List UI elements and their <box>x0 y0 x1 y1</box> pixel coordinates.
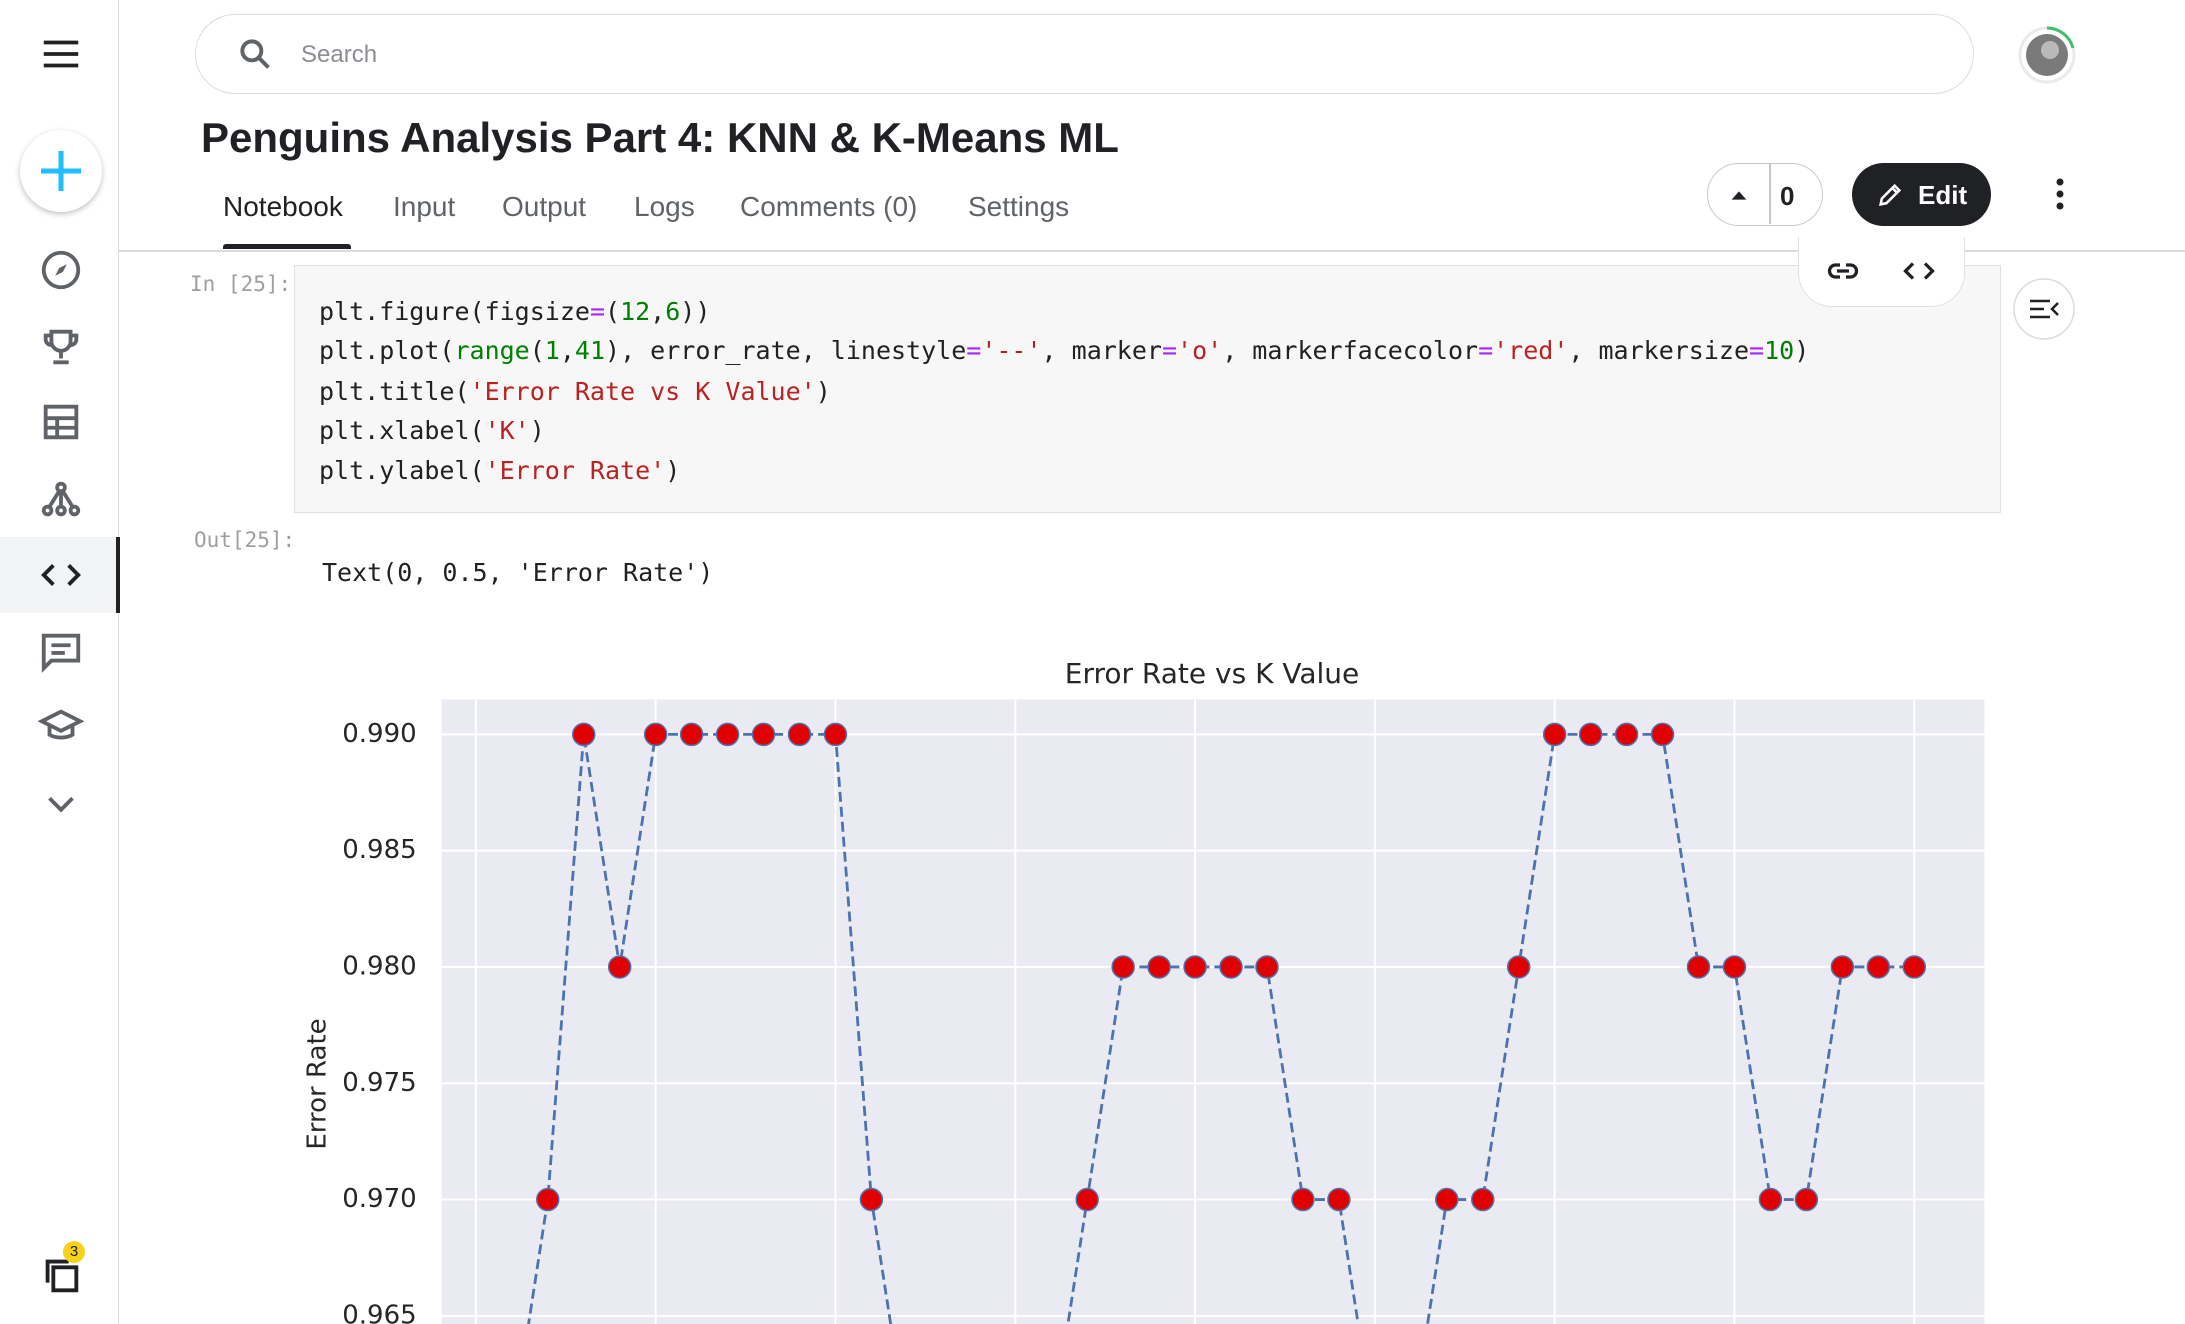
data-point <box>1686 955 1711 979</box>
cell-toolbar <box>1798 237 1965 307</box>
tab[interactable]: Settings <box>968 191 1070 222</box>
code-line: plt.xlabel('K') <box>319 416 545 445</box>
y-tick-label: 0.965 <box>342 1300 416 1324</box>
competitions-icon[interactable] <box>38 324 84 370</box>
y-axis-label: Error Rate <box>303 1018 333 1149</box>
data-point <box>1578 722 1603 747</box>
data-point <box>859 1187 884 1212</box>
kebab-menu[interactable] <box>2048 176 2072 212</box>
link-icon[interactable] <box>1823 253 1863 289</box>
data-point <box>1435 1187 1459 1212</box>
data-point <box>1506 955 1531 979</box>
data-point <box>536 1187 560 1212</box>
in-prompt: In [25]: <box>190 272 292 296</box>
more-icon[interactable] <box>38 781 84 827</box>
data-point <box>751 722 776 747</box>
active-nav <box>0 537 120 613</box>
series-line <box>527 732 1915 1324</box>
search-bar[interactable]: Search <box>195 14 1974 94</box>
sidebar: 3 <box>0 0 120 1324</box>
chart-title: Error Rate vs K Value <box>1065 657 1359 690</box>
data-point <box>1866 955 1891 979</box>
data-point <box>1255 955 1279 979</box>
recent-icon[interactable] <box>38 1252 84 1298</box>
data-point <box>1542 722 1567 747</box>
code-line: plt.ylabel('Error Rate') <box>319 456 681 485</box>
data-point <box>1327 1187 1351 1212</box>
data-point <box>1650 722 1675 747</box>
data-point <box>1111 955 1135 979</box>
vote-count: 0 <box>1780 181 1795 211</box>
create-button[interactable] <box>20 130 102 212</box>
tab[interactable]: Input <box>393 191 456 222</box>
divider <box>119 250 2185 252</box>
code-line: plt.figure(figsize=(12,6)) <box>319 297 711 326</box>
tab-indicator <box>223 244 351 249</box>
y-tick-label: 0.970 <box>342 1184 416 1214</box>
y-tick-label: 0.985 <box>342 835 416 865</box>
notification-badge: 3 <box>63 1241 85 1263</box>
y-tick-label: 0.980 <box>342 951 416 981</box>
data-point <box>715 722 740 747</box>
data-point <box>1219 955 1243 979</box>
menu-icon[interactable] <box>38 31 84 77</box>
search-icon <box>240 39 270 69</box>
y-tick-label: 0.990 <box>342 719 416 749</box>
discussions-icon[interactable] <box>38 628 84 674</box>
data-point <box>1902 955 1927 979</box>
data-point <box>1758 1187 1783 1212</box>
data-point <box>787 722 812 747</box>
vote-button[interactable]: 0 <box>1707 163 1823 226</box>
models-icon[interactable] <box>38 476 84 522</box>
edit-button[interactable]: Edit <box>1852 163 1991 226</box>
data-point <box>1830 955 1855 979</box>
code-line: plt.title('Error Rate vs K Value') <box>319 377 831 406</box>
tab[interactable]: Notebook <box>223 191 343 222</box>
code-line: plt.plot(range(1,41), error_rate, linest… <box>319 336 1810 365</box>
search-placeholder: Search <box>301 41 378 68</box>
plot-area <box>441 699 1985 1324</box>
out-prompt: Out[25]: <box>194 528 296 552</box>
data-point <box>823 722 848 747</box>
tab[interactable]: Output <box>502 191 587 222</box>
code-cell[interactable]: plt.figure(figsize=(12,6)) plt.plot(rang… <box>294 265 2001 513</box>
explore-icon[interactable] <box>38 247 84 293</box>
data-point <box>1075 1187 1099 1212</box>
data-point <box>1147 955 1171 979</box>
data-point <box>607 955 632 979</box>
data-point <box>1614 722 1639 747</box>
code-icon[interactable] <box>38 552 84 598</box>
edit-label: Edit <box>1918 180 1968 210</box>
data-point <box>1471 1187 1495 1212</box>
data-point <box>1722 955 1747 979</box>
output-text: Text(0, 0.5, 'Error Rate') <box>322 558 714 587</box>
data-point <box>571 722 596 747</box>
notebook-title: Penguins Analysis Part 4: KNN & K-Means … <box>201 114 1119 161</box>
y-tick-label: 0.975 <box>342 1068 416 1098</box>
tab[interactable]: Comments (0) <box>740 191 918 222</box>
outline-button[interactable] <box>2012 277 2076 341</box>
avatar[interactable] <box>2018 26 2076 84</box>
datasets-icon[interactable] <box>38 399 84 445</box>
data-point <box>1794 1187 1819 1212</box>
data-point <box>1183 955 1207 979</box>
data-point <box>643 722 668 747</box>
data-point <box>679 722 704 747</box>
data-point <box>1291 1187 1315 1212</box>
code-toggle-icon[interactable] <box>1899 253 1939 289</box>
tab[interactable]: Logs <box>634 191 695 222</box>
learn-icon[interactable] <box>38 704 84 750</box>
